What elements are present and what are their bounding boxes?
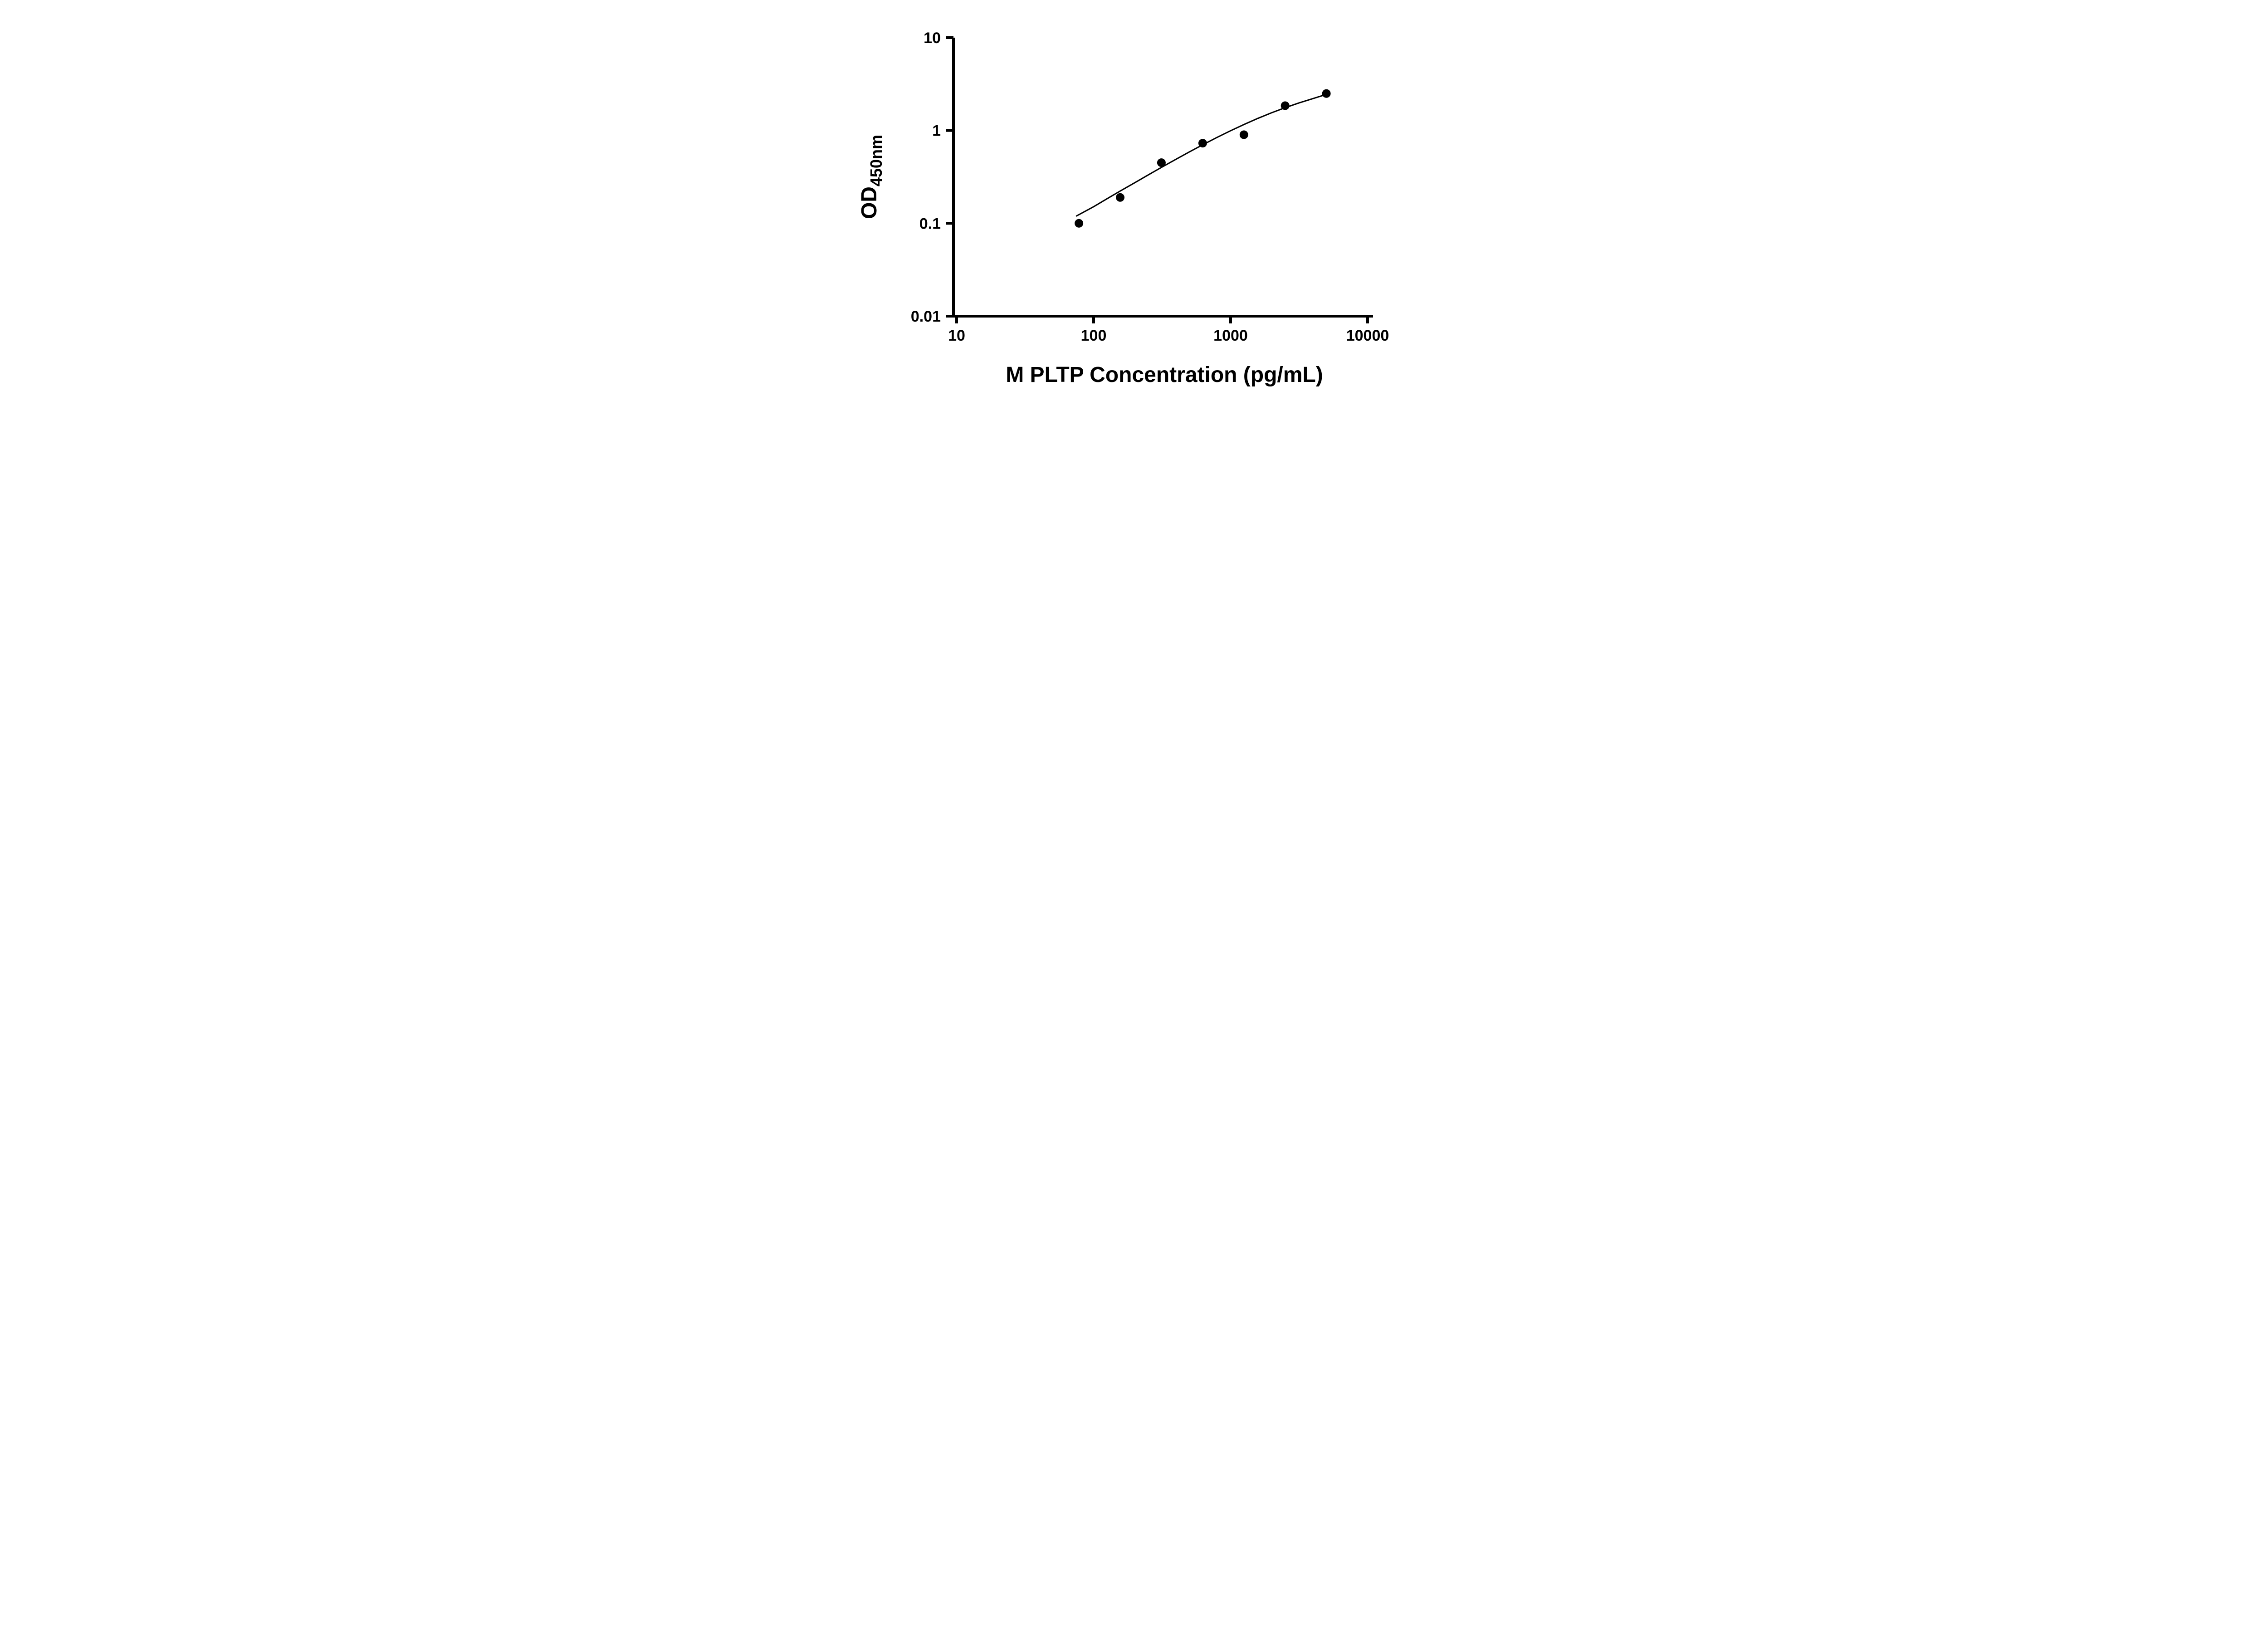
y-tick-label: 0.01 [911,308,941,325]
y-axis-title: OD450nm [857,135,885,219]
data-point [1239,130,1248,139]
data-point [1281,101,1290,110]
plot-area: 10 100 1000 10000 0.01 0.1 1 10 [911,29,1389,344]
y-axis-title-main: OD [857,186,881,219]
y-tick-label: 10 [924,29,941,47]
x-axis-title: M PLTP Concentration (pg/mL) [1006,363,1323,387]
data-point [1198,139,1207,148]
x-tick-label: 100 [1081,327,1107,344]
chart-figure: 10 100 1000 10000 0.01 0.1 1 10 M PLTP Concentr… [842,0,1426,408]
page: 10 100 1000 10000 0.01 0.1 1 10 M PLTP Concentr… [842,0,1426,408]
data-point [1322,89,1331,98]
x-tick-label: 10 [948,327,965,344]
data-point [1157,158,1166,167]
y-tick-label: 0.1 [919,215,941,232]
standard-curve-chart: 10 100 1000 10000 0.01 0.1 1 10 M PLTP Concentr… [857,29,1389,387]
x-tick-label: 1000 [1213,327,1248,344]
fit-curve [1075,93,1327,217]
axis-lines [952,38,1373,318]
data-point [1075,219,1084,228]
y-axis-title-subscript: 450nm [867,135,885,186]
y-tick-label: 1 [932,122,941,140]
x-tick-label: 10000 [1346,327,1389,344]
data-point [1116,193,1124,202]
